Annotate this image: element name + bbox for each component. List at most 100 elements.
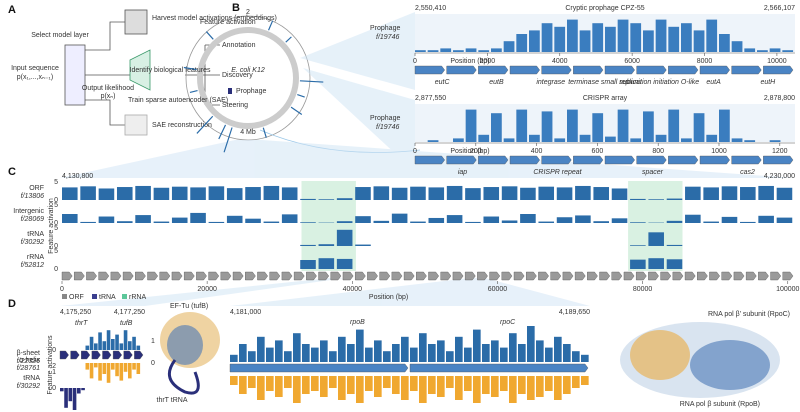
- x-axis-title: Position (bp): [369, 294, 408, 301]
- x-tick-label: 100000: [776, 286, 799, 293]
- activation-bar: [373, 186, 390, 200]
- activation-bar: [465, 188, 481, 200]
- activation-bar: [776, 187, 793, 200]
- activation-bar: [245, 218, 261, 223]
- activation-bar: [132, 336, 136, 350]
- gene-arrow: [745, 271, 757, 281]
- activation-bar: [356, 376, 364, 403]
- gene-arrow: [293, 271, 305, 281]
- activation-bar: [135, 215, 151, 223]
- activation-bar: [365, 376, 373, 391]
- activation-bar: [257, 376, 265, 400]
- gene-arrow: [70, 350, 80, 360]
- gene-arrow: [733, 271, 745, 281]
- gene-label: rpoB: [350, 319, 365, 326]
- activation-bar: [446, 185, 463, 200]
- x-tick-label: 800: [652, 148, 664, 155]
- activation-bar: [572, 376, 580, 388]
- track-id: f/52812: [21, 262, 44, 269]
- activation-bar: [668, 26, 680, 52]
- activation-bar: [266, 376, 274, 391]
- activation-bar: [102, 363, 107, 374]
- gene-label: eutA: [706, 79, 721, 86]
- activation-bar: [383, 351, 391, 362]
- activation-bar: [77, 388, 81, 394]
- gene-arrow: [574, 271, 586, 281]
- activation-bar: [123, 363, 128, 372]
- y-tick-label: 0: [52, 347, 56, 354]
- activation-bar: [437, 340, 445, 362]
- gene-arrow: [59, 350, 69, 360]
- activation-bar: [356, 329, 364, 362]
- activation-bar: [465, 221, 481, 223]
- activation-bar: [483, 187, 500, 200]
- activation-bar: [500, 376, 508, 391]
- activation-bar: [482, 344, 490, 362]
- activation-bar: [605, 136, 616, 142]
- gene-arrow: [541, 65, 572, 75]
- activation-spike: [205, 31, 214, 40]
- activation-bar: [592, 113, 604, 142]
- activation-bar: [593, 221, 610, 223]
- label: p(x₁,...,xₙ₋₁): [17, 74, 54, 81]
- activation-bar: [563, 376, 571, 394]
- activation-bar: [758, 185, 774, 200]
- activation-bar: [208, 186, 225, 200]
- activation-bar: [428, 344, 436, 362]
- y-axis-title: Feature activations: [47, 335, 54, 395]
- activation-bar: [666, 198, 683, 200]
- gene-arrow: [509, 65, 540, 75]
- activation-bar: [300, 244, 316, 246]
- activation-bar: [567, 109, 578, 142]
- coord: 2,566,107: [764, 5, 795, 12]
- gene-arrow: [208, 271, 220, 281]
- activation-bar: [706, 19, 718, 53]
- activation-bar: [509, 376, 517, 403]
- activation-bar: [128, 341, 132, 350]
- gene-arrow: [478, 65, 509, 75]
- activation-bar: [116, 221, 133, 223]
- y-tick-label: 5: [54, 225, 58, 232]
- gene-arrow: [318, 271, 330, 281]
- gene-arrow: [697, 271, 708, 281]
- y-tick-label: 0: [151, 360, 155, 367]
- track-title: Cryptic prophage CPZ-55: [565, 5, 644, 12]
- activation-bar: [427, 50, 439, 52]
- activation-bar: [706, 134, 718, 142]
- activation-bar: [529, 30, 540, 52]
- track-title: CRISPR array: [583, 95, 628, 102]
- activation-bar: [81, 388, 85, 391]
- gene-arrow: [281, 271, 293, 281]
- activation-bar: [731, 41, 743, 52]
- gene-arrow: [367, 271, 378, 281]
- activation-bar: [541, 23, 553, 52]
- track-name: α-helix: [19, 357, 40, 364]
- gene-label: eutH: [760, 79, 776, 86]
- activation-bar: [410, 221, 426, 223]
- activation-bar: [171, 186, 188, 200]
- activation-bar: [721, 216, 738, 223]
- legend-swatch: [92, 294, 97, 299]
- gene-label: tufB: [120, 320, 133, 327]
- structure-title: RNA pol β' subunit (RpoC): [708, 311, 790, 318]
- gene-arrow: [74, 271, 85, 281]
- activation-bar: [266, 347, 274, 362]
- activation-bar: [491, 48, 502, 52]
- x-axis-title: Position (bp): [450, 148, 489, 155]
- activation-bar: [527, 326, 535, 362]
- step-label: Train sparse autoencoder (SAE): [128, 97, 228, 104]
- gene-arrow: [409, 363, 589, 373]
- activation-bar: [89, 363, 94, 379]
- activation-bar: [94, 363, 98, 368]
- gene-arrow: [635, 271, 647, 281]
- activation-bar: [579, 30, 591, 52]
- gene-arrow: [684, 271, 696, 281]
- gene-arrow: [573, 65, 604, 75]
- gene-arrow: [477, 271, 488, 281]
- label: E. coli K12: [231, 67, 265, 74]
- label: Output likelihood: [82, 85, 134, 92]
- activation-bar: [336, 229, 353, 246]
- activation-bar: [648, 258, 664, 269]
- label: Identify biological features: [130, 67, 211, 74]
- x-tick-label: 40000: [343, 286, 363, 293]
